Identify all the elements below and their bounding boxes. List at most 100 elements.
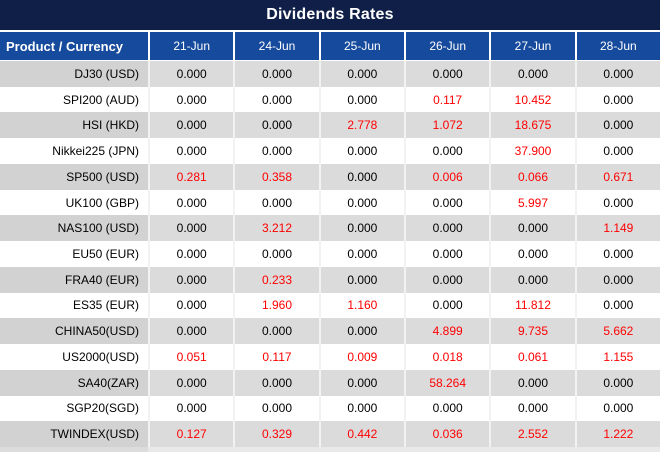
value-cell: 0.061 xyxy=(489,344,574,370)
value-cell: 0.000 xyxy=(404,215,489,242)
value-cell: 1.160 xyxy=(318,292,404,319)
value-cell: 0.000 xyxy=(318,138,404,164)
value-cell: 5.997 xyxy=(489,189,574,216)
value-cell: 1.149 xyxy=(574,215,660,242)
value-cell: 0.066 xyxy=(489,163,574,190)
column-header-27-jun: 27-Jun xyxy=(489,32,574,60)
value-cell: 3.212 xyxy=(233,215,318,242)
value-cell: 0.000 xyxy=(574,395,660,422)
value-cell: 0.018 xyxy=(404,344,489,370)
table-row: HSI (HKD) 0.000 0.000 2.778 1.072 18.675 0.000 xyxy=(0,112,660,139)
value-cell: 0.000 xyxy=(574,369,660,396)
value-cell: 0.000 xyxy=(404,395,489,422)
table-body: DJ30 (USD) 0.000 0.000 0.000 0.000 0.000 0.000… xyxy=(0,61,660,448)
value-cell: 18.675 xyxy=(489,112,574,139)
value-cell: 0.000 xyxy=(404,189,489,216)
header-body-divider xyxy=(0,60,660,61)
table-row: US2000(USD) 0.051 0.117 0.009 0.018 0.061 1.15… xyxy=(0,344,660,370)
table-row: CHINA50(USD) 0.000 0.000 0.000 4.899 9.735 5.6… xyxy=(0,318,660,345)
value-cell: 0.329 xyxy=(233,421,318,448)
value-cell: 0.000 xyxy=(148,318,233,345)
product-cell: SP500 (USD) xyxy=(0,163,148,190)
value-cell: 0.000 xyxy=(148,138,233,164)
value-cell: 0.000 xyxy=(574,112,660,139)
value-cell: 0.000 xyxy=(233,86,318,113)
value-cell: 0.000 xyxy=(318,241,404,267)
value-cell: 0.000 xyxy=(233,241,318,267)
column-header-product-currency: Product / Currency xyxy=(6,38,124,54)
value-cell: 2.778 xyxy=(318,112,404,139)
value-cell: 37.900 xyxy=(489,138,574,164)
value-cell: 0.000 xyxy=(574,266,660,293)
value-cell: 0.000 xyxy=(574,189,660,216)
value-cell: 4.899 xyxy=(404,318,489,345)
value-cell: 0.000 xyxy=(404,61,489,87)
value-cell: 0.000 xyxy=(148,266,233,293)
value-cell: 0.358 xyxy=(233,163,318,190)
table-row: ES35 (EUR) 0.000 1.960 1.160 0.000 11.812 0.00… xyxy=(0,292,660,319)
value-cell: 0.000 xyxy=(233,189,318,216)
value-cell: 0.000 xyxy=(404,266,489,293)
value-cell: 0.000 xyxy=(148,369,233,396)
value-cell: 0.000 xyxy=(318,395,404,422)
table-header-row: Product / Currency 21-Jun 24-Jun 25-Jun 26-… xyxy=(0,32,660,60)
value-cell: 2.552 xyxy=(489,421,574,448)
table-row: NAS100 (USD) 0.000 3.212 0.000 0.000 0.000 1.1… xyxy=(0,215,660,242)
value-cell: 0.051 xyxy=(148,344,233,370)
footer-strip-left xyxy=(0,447,148,452)
value-cell: 0.000 xyxy=(574,138,660,164)
product-cell: FRA40 (EUR) xyxy=(0,266,148,293)
column-header-25-jun: 25-Jun xyxy=(318,32,404,60)
value-cell: 0.000 xyxy=(574,241,660,267)
product-cell: Nikkei225 (JPN) xyxy=(52,144,139,159)
footer-strip-right xyxy=(148,447,660,452)
value-cell: 0.000 xyxy=(404,292,489,319)
table-title: Dividends Rates xyxy=(0,0,660,30)
value-cell: 0.000 xyxy=(574,86,660,113)
value-cell: 0.000 xyxy=(233,395,318,422)
value-cell: 1.072 xyxy=(404,112,489,139)
value-cell: 0.000 xyxy=(489,266,574,293)
table-row: Nikkei225 (JPN) 0.000 0.000 0.000 0.000 37.90… xyxy=(0,138,660,164)
product-cell: CHINA50(USD) xyxy=(0,318,148,345)
product-cell: DJ30 (USD) xyxy=(0,61,148,87)
product-cell: TWINDEX(USD) xyxy=(0,421,148,448)
table-row: SGP20(SGD) 0.000 0.000 0.000 0.000 0.000 0.000 xyxy=(0,395,660,422)
value-cell: 0.006 xyxy=(404,163,489,190)
value-cell: 0.000 xyxy=(404,138,489,164)
value-cell: 0.000 xyxy=(148,189,233,216)
value-cell: 0.000 xyxy=(318,163,404,190)
value-cell: 58.264 xyxy=(404,369,489,396)
value-cell: 0.000 xyxy=(489,395,574,422)
value-cell: 0.000 xyxy=(318,215,404,242)
value-cell: 0.117 xyxy=(404,86,489,113)
product-cell: SA40(ZAR) xyxy=(0,369,148,396)
product-cell: SPI200 (AUD) xyxy=(62,92,139,107)
column-header-24-jun: 24-Jun xyxy=(233,32,318,60)
value-cell: 0.009 xyxy=(318,344,404,370)
value-cell: 5.662 xyxy=(574,318,660,345)
table-row: UK100 (GBP) 0.000 0.000 0.000 0.000 5.997 0.00… xyxy=(0,189,660,216)
product-cell: NAS100 (USD) xyxy=(0,215,148,242)
value-cell: 0.000 xyxy=(148,112,233,139)
value-cell: 9.735 xyxy=(489,318,574,345)
value-cell: 0.000 xyxy=(318,189,404,216)
value-cell: 10.452 xyxy=(489,86,574,113)
value-cell: 0.000 xyxy=(574,61,660,87)
value-cell: 0.000 xyxy=(148,292,233,319)
value-cell: 0.036 xyxy=(404,421,489,448)
value-cell: 0.671 xyxy=(574,163,660,190)
value-cell: 0.000 xyxy=(148,61,233,87)
column-header-26-jun: 26-Jun xyxy=(404,32,489,60)
value-cell: 1.222 xyxy=(574,421,660,448)
value-cell: 0.000 xyxy=(233,61,318,87)
title-header-divider xyxy=(0,30,660,32)
value-cell: 0.000 xyxy=(148,215,233,242)
column-header-21-jun: 21-Jun xyxy=(148,32,233,60)
product-cell: UK100 (GBP) xyxy=(65,195,139,210)
value-cell: 0.000 xyxy=(318,266,404,293)
value-cell: 0.281 xyxy=(148,163,233,190)
value-cell: 0.000 xyxy=(233,318,318,345)
value-cell: 0.000 xyxy=(574,292,660,319)
product-cell: ES35 (EUR) xyxy=(72,298,139,313)
